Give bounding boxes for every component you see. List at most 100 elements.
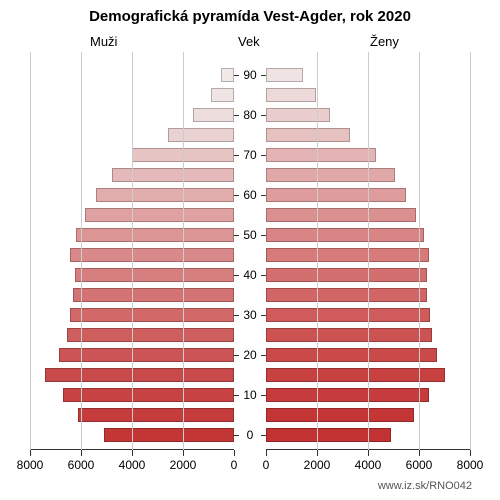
female-bar	[266, 428, 391, 442]
gridline	[81, 52, 82, 450]
male-bar	[73, 288, 234, 302]
y-tick-mark	[261, 195, 266, 196]
male-label: Muži	[90, 34, 117, 49]
female-bar	[266, 188, 406, 202]
x-tick-label: 0	[263, 458, 270, 472]
x-tick-mark	[183, 450, 184, 456]
y-tick-mark	[261, 315, 266, 316]
x-tick-mark	[470, 450, 471, 456]
source-attribution: www.iz.sk/RNO042	[378, 480, 472, 492]
x-tick-mark	[317, 450, 318, 456]
female-bar	[266, 148, 376, 162]
y-tick-label: 70	[243, 148, 256, 162]
gridline	[419, 52, 420, 450]
x-tick-label: 6000	[68, 458, 95, 472]
y-tick-mark	[261, 155, 266, 156]
x-tick-mark	[419, 450, 420, 456]
y-tick-mark	[234, 315, 239, 316]
x-tick-mark	[368, 450, 369, 456]
x-tick-mark	[234, 450, 235, 456]
x-tick-label: 2000	[170, 458, 197, 472]
male-bar	[70, 308, 234, 322]
male-bar	[112, 168, 234, 182]
x-tick-label: 4000	[355, 458, 382, 472]
male-bar	[211, 88, 234, 102]
y-tick-label: 20	[243, 348, 256, 362]
y-tick-label: 0	[247, 428, 254, 442]
female-bar	[266, 108, 330, 122]
female-bar	[266, 368, 445, 382]
y-tick-mark	[261, 395, 266, 396]
male-bar	[76, 228, 234, 242]
female-bar	[266, 168, 395, 182]
x-tick-label: 4000	[119, 458, 146, 472]
gridline	[470, 52, 471, 450]
male-bar	[67, 328, 234, 342]
x-tick-label: 6000	[406, 458, 433, 472]
chart-title: Demografická pyramída Vest-Agder, rok 20…	[0, 8, 500, 25]
x-tick-mark	[81, 450, 82, 456]
male-bar	[85, 208, 234, 222]
y-tick-mark	[234, 275, 239, 276]
y-tick-label: 50	[243, 228, 256, 242]
male-bar	[193, 108, 234, 122]
male-bar	[168, 128, 234, 142]
female-bar	[266, 228, 424, 242]
female-bar	[266, 248, 429, 262]
female-bar	[266, 308, 430, 322]
y-tick-mark	[261, 435, 266, 436]
male-bar	[59, 348, 234, 362]
y-tick-label: 60	[243, 188, 256, 202]
y-tick-mark	[234, 115, 239, 116]
y-tick-mark	[234, 395, 239, 396]
y-tick-label: 80	[243, 108, 256, 122]
female-bar	[266, 68, 303, 82]
y-tick-mark	[234, 355, 239, 356]
male-bar	[221, 68, 234, 82]
y-tick-mark	[234, 75, 239, 76]
y-tick-mark	[261, 235, 266, 236]
male-bar	[78, 408, 234, 422]
y-tick-mark	[234, 435, 239, 436]
female-bar	[266, 348, 437, 362]
female-label: Ženy	[370, 34, 399, 49]
y-tick-mark	[261, 75, 266, 76]
population-pyramid-chart: Demografická pyramída Vest-Agder, rok 20…	[0, 0, 500, 500]
x-tick-label: 2000	[304, 458, 331, 472]
age-label: Vek	[238, 34, 260, 49]
female-bar	[266, 128, 350, 142]
female-bar	[266, 88, 316, 102]
male-bar	[96, 188, 234, 202]
female-bar	[266, 288, 427, 302]
x-tick-mark	[30, 450, 31, 456]
female-bar	[266, 408, 414, 422]
female-bar	[266, 328, 432, 342]
y-tick-mark	[261, 275, 266, 276]
x-tick-mark	[132, 450, 133, 456]
y-tick-mark	[234, 235, 239, 236]
male-bar	[75, 268, 234, 282]
x-tick-label: 8000	[17, 458, 44, 472]
female-bar	[266, 208, 416, 222]
y-tick-label: 90	[243, 68, 256, 82]
male-bar	[70, 248, 234, 262]
y-tick-label: 40	[243, 268, 256, 282]
y-tick-label: 10	[243, 388, 256, 402]
x-tick-label: 8000	[457, 458, 484, 472]
male-bar	[63, 388, 234, 402]
male-bar	[104, 428, 234, 442]
y-tick-mark	[261, 355, 266, 356]
gridline	[368, 52, 369, 450]
y-tick-label: 30	[243, 308, 256, 322]
gridline	[317, 52, 318, 450]
y-tick-mark	[234, 155, 239, 156]
female-bar	[266, 388, 429, 402]
gridline	[183, 52, 184, 450]
x-tick-label: 0	[231, 458, 238, 472]
gridline	[30, 52, 31, 450]
gridline	[132, 52, 133, 450]
male-bar	[45, 368, 234, 382]
female-bar	[266, 268, 427, 282]
y-tick-mark	[261, 115, 266, 116]
y-tick-mark	[234, 195, 239, 196]
